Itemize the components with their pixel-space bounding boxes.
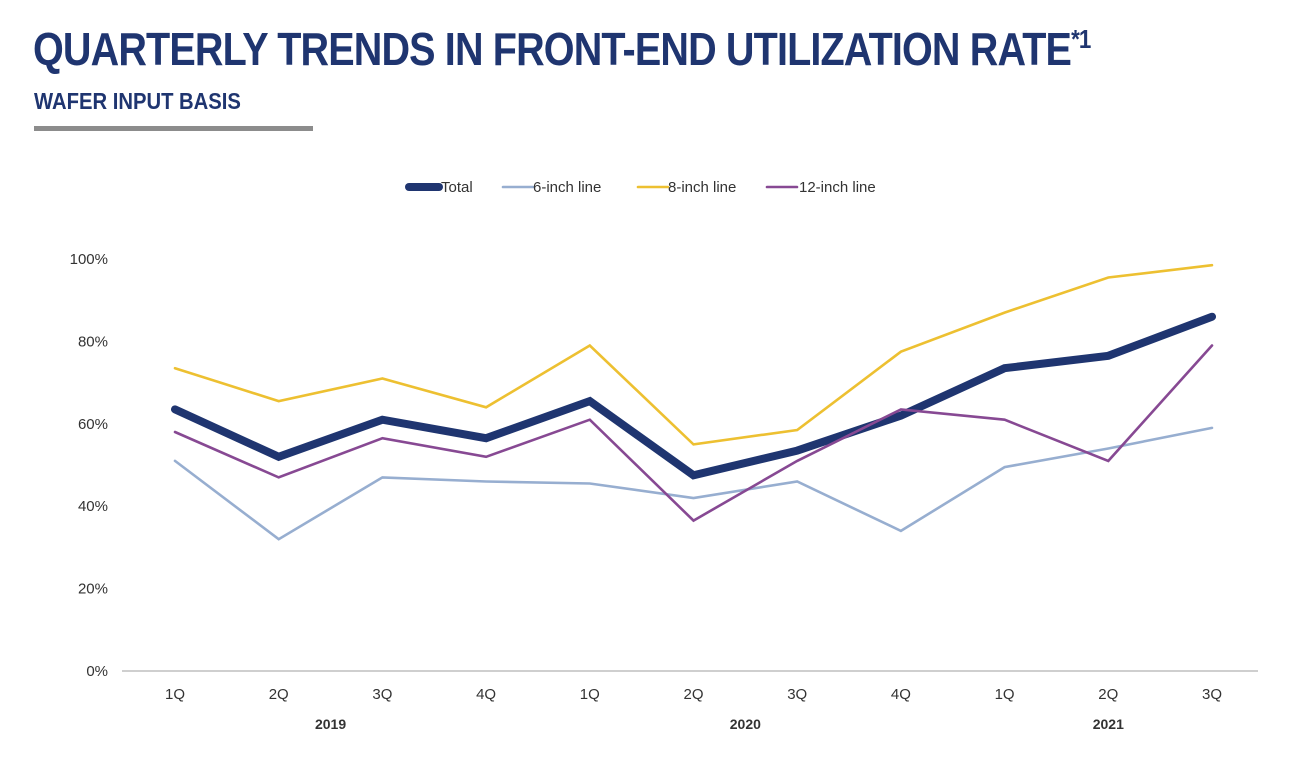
year-label-2019: 2019: [315, 716, 346, 732]
x-tick-label-6: 3Q: [787, 686, 807, 703]
chart-legend: Total 6-inch line 8-inch line 12-inch line: [405, 179, 876, 196]
x-tick-label-5: 2Q: [683, 686, 703, 703]
x-axis: 1Q 2Q 3Q 4Q 1Q 2Q 3Q 4Q 1Q 2Q 3Q 2019 2020 2021: [122, 670, 1258, 732]
title-underline: [34, 126, 313, 131]
series-line-12-inch-line: [173, 344, 1214, 523]
y-tick-label-60: 60%: [78, 416, 108, 433]
legend-label-6-inch-line: 6-inch line: [533, 179, 601, 196]
x-tick-label-0: 1Q: [165, 686, 185, 703]
year-label-2020: 2020: [730, 716, 761, 732]
legend-label-12-inch-line: 12-inch line: [799, 179, 876, 196]
x-tick-label-4: 1Q: [580, 686, 600, 703]
x-tick-label-7: 4Q: [891, 686, 911, 703]
series-lines: [171, 263, 1216, 541]
y-tick-label-80: 80%: [78, 333, 108, 350]
y-tick-label-0: 0%: [86, 663, 108, 680]
y-tick-label-20: 20%: [78, 581, 108, 598]
title-footnote-marker: *1: [1071, 24, 1091, 54]
x-tick-label-2: 3Q: [372, 686, 392, 703]
year-label-2021: 2021: [1093, 716, 1124, 732]
y-tick-label-100: 100%: [70, 251, 108, 268]
y-tick-label-40: 40%: [78, 498, 108, 515]
series-line-6-inch-line: [173, 426, 1214, 541]
y-axis: 0% 20% 40% 60% 80% 100%: [70, 251, 108, 680]
x-tick-label-9: 2Q: [1098, 686, 1118, 703]
page-title-text: QUARTERLY TRENDS IN FRONT-END UTILIZATIO…: [33, 23, 1072, 75]
legend-label-total: Total: [441, 179, 473, 196]
series-line-total: [171, 312, 1216, 480]
x-tick-label-8: 1Q: [995, 686, 1015, 703]
legend-label-8-inch-line: 8-inch line: [668, 179, 736, 196]
series-line-8-inch-line: [173, 263, 1214, 446]
x-tick-label-10: 3Q: [1202, 686, 1222, 703]
page-subtitle: WAFER INPUT BASIS: [34, 88, 241, 114]
page-title: QUARTERLY TRENDS IN FRONT-END UTILIZATIO…: [33, 22, 1091, 76]
x-tick-label-1: 2Q: [269, 686, 289, 703]
x-tick-label-3: 4Q: [476, 686, 496, 703]
